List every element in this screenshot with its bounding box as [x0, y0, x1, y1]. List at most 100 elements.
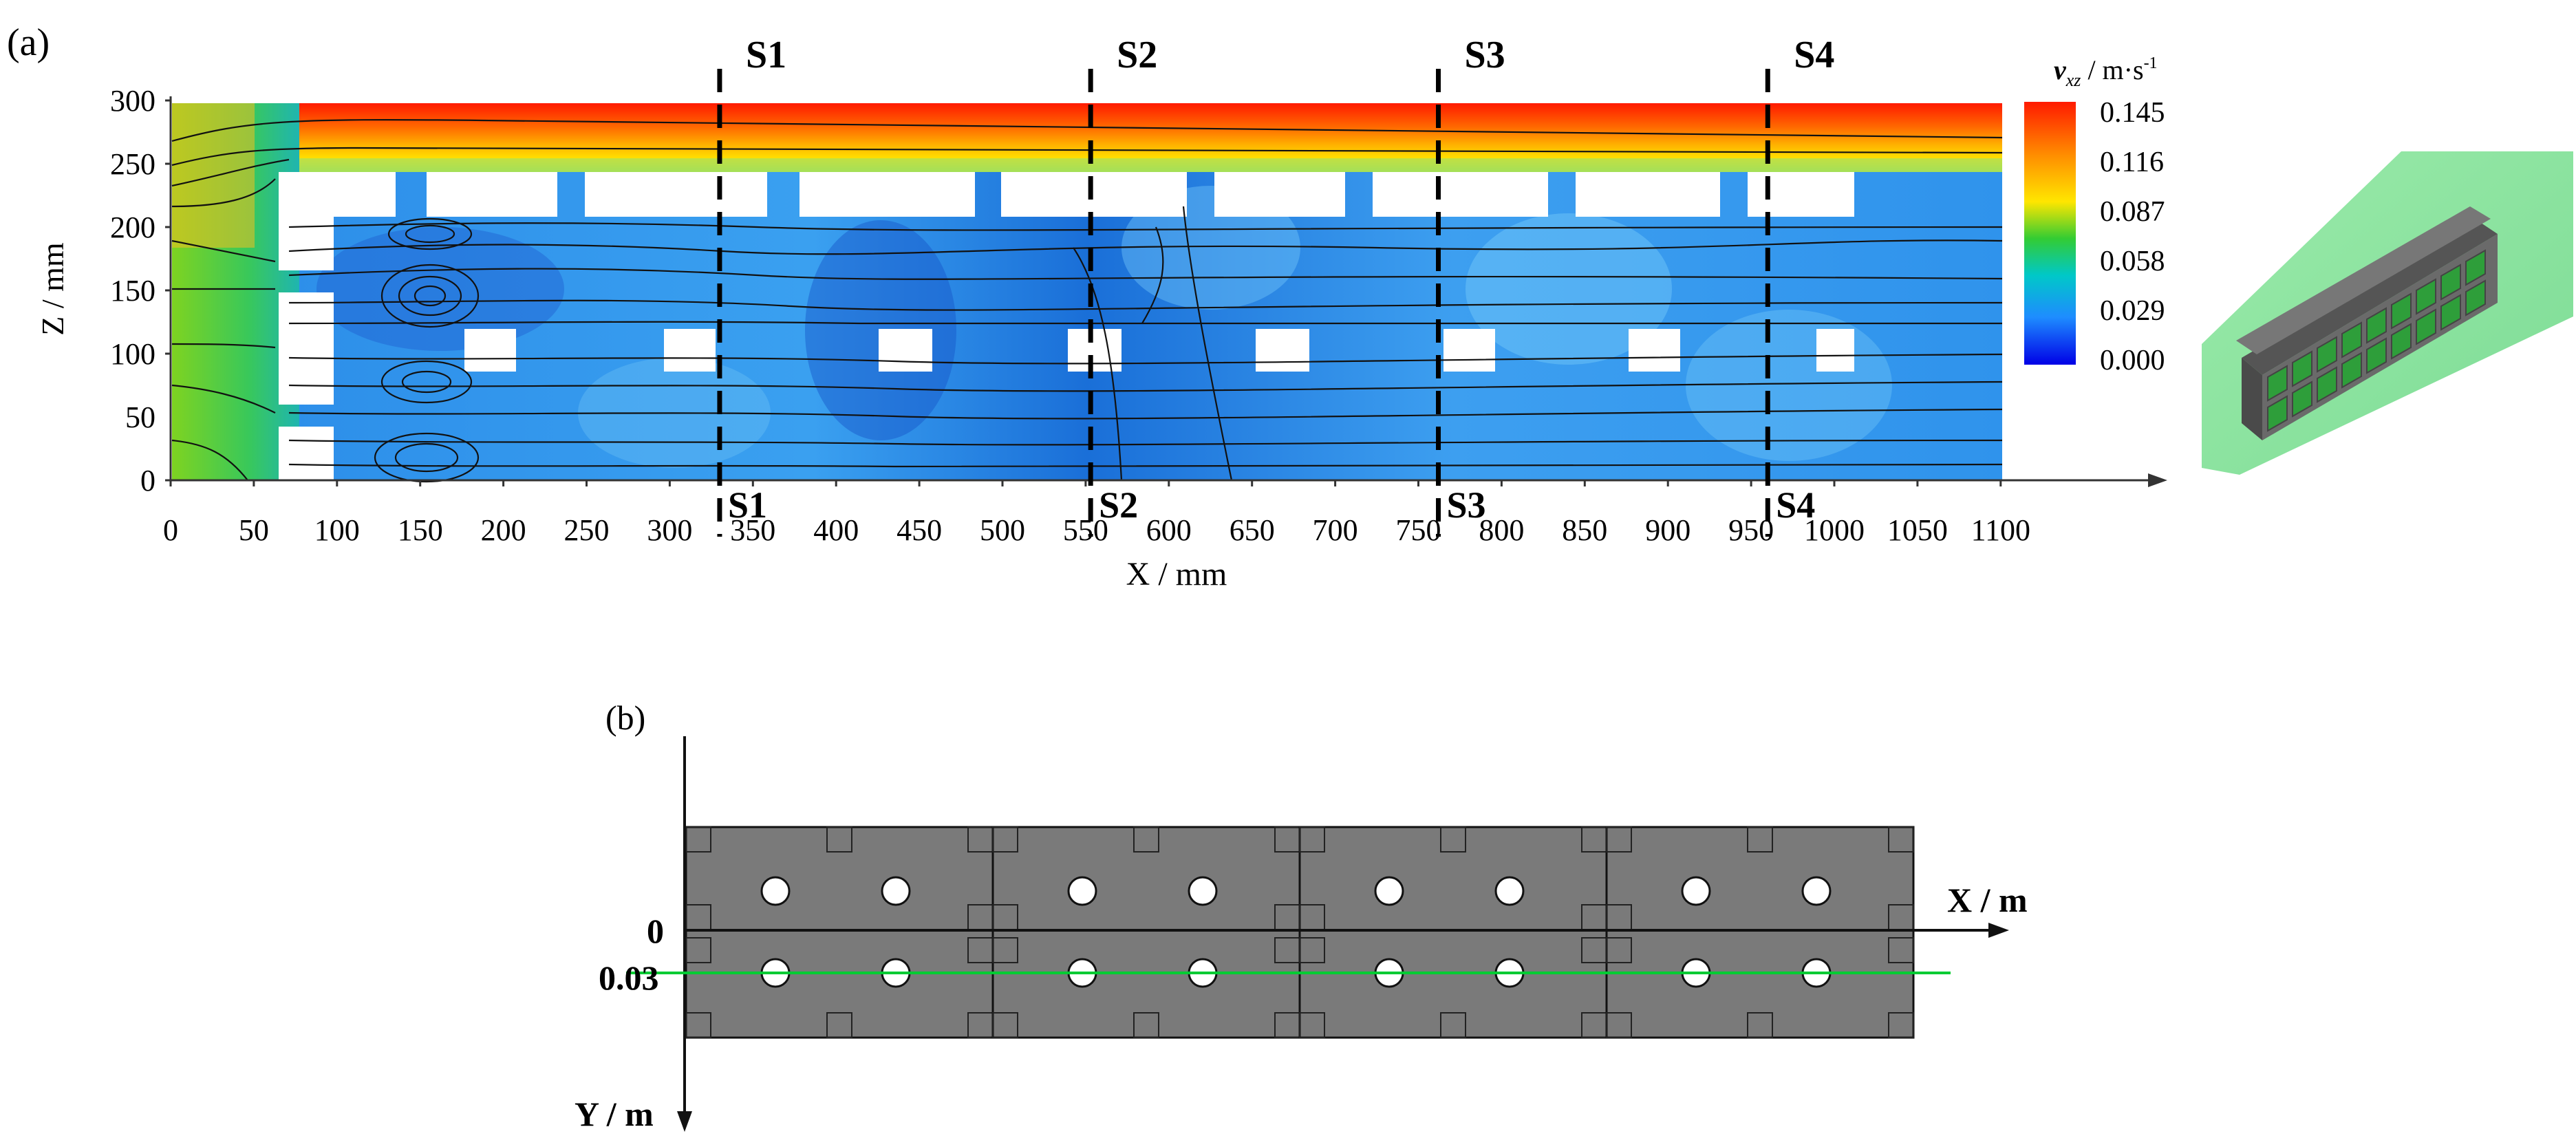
corner-square — [1888, 826, 1914, 853]
inset-cell — [2440, 264, 2461, 301]
corner-square — [1440, 826, 1466, 853]
z-tick-label: 100 — [110, 337, 155, 371]
panel-a-x-axis-title: X / mm — [1126, 556, 1227, 592]
corner-square — [1747, 1012, 1773, 1038]
module-hole — [881, 876, 911, 906]
module-3d-inset — [2202, 151, 2573, 475]
inset-cell — [2341, 352, 2362, 389]
x-tick-label: 600 — [1146, 513, 1192, 547]
module-hole — [760, 876, 791, 906]
section-label-top: S2 — [1117, 34, 1157, 76]
x-tick-label: 500 — [980, 513, 1025, 547]
streamlines — [171, 118, 2003, 483]
inset-cell — [2416, 308, 2436, 345]
corner-square — [1299, 937, 1325, 963]
inset-cell — [2317, 366, 2337, 403]
panel-b-label: (b) — [605, 698, 645, 737]
inset-cell — [2465, 279, 2486, 317]
z-tick-label: 50 — [125, 400, 155, 434]
corner-square — [1606, 826, 1632, 853]
x-tick-label: 850 — [1562, 513, 1607, 547]
panel-b: (b) X / m Y / m 0 0.03 — [575, 698, 2028, 1133]
section-label-bottom: S3 — [1447, 484, 1486, 526]
colorbar-tick-label: 0.116 — [2100, 147, 2164, 178]
inset-cell — [2366, 337, 2387, 374]
section-lines: S1 S1 S2 S2 S3 S3 S4 S4 — [717, 34, 1834, 537]
corner-square — [1606, 1012, 1632, 1038]
colorbar: vxz / m·s-1 0.145 0.116 0.087 0.058 0.029 0.0… — [2024, 54, 2165, 376]
inset-cell — [2440, 294, 2461, 331]
velocity-contour-field — [172, 103, 2002, 480]
corner-square — [1440, 1012, 1466, 1038]
panel-a-x-ticks: 0 50 100 150 200 250 300 350 400 450 500 550 600 650 7… — [163, 480, 2030, 547]
inset-cell — [2267, 365, 2288, 402]
module-cell — [991, 826, 1301, 1039]
module-body — [1298, 826, 1608, 1039]
colorbar-tick-label: 0.029 — [2100, 295, 2165, 327]
inset-cell — [2267, 395, 2288, 432]
colorbar-ticks: 0.145 0.116 0.087 0.058 0.029 0.000 — [2100, 97, 2165, 376]
panel-b-axes — [677, 736, 2009, 1132]
corner-square — [1299, 826, 1325, 853]
x-tick-label: 900 — [1645, 513, 1690, 547]
z-tick-label: 250 — [110, 147, 155, 181]
corner-square — [992, 937, 1018, 963]
inset-cells — [2267, 249, 2486, 432]
module-body — [685, 826, 994, 1039]
x-tick-label: 350 — [730, 513, 775, 547]
module-cell — [1605, 826, 1915, 1039]
corner-square — [1888, 1012, 1914, 1038]
section-label-top: S3 — [1465, 34, 1505, 76]
inset-cell — [2366, 307, 2387, 344]
corner-square — [1299, 1012, 1325, 1038]
x-tick-label: 100 — [314, 513, 360, 547]
panel-a-z-ticks: 0 50 100 150 200 250 300 — [110, 84, 155, 497]
corner-square — [1133, 826, 1159, 853]
x-tick-label: 650 — [1230, 513, 1275, 547]
z-tick-label: 300 — [110, 84, 155, 118]
inset-cell — [2391, 292, 2412, 330]
section-label-bottom: S1 — [728, 484, 767, 526]
module-cell — [685, 826, 994, 1039]
module-array-top-view — [685, 826, 1915, 1039]
panel-b-y-line-label: 0.03 — [599, 958, 659, 997]
module-hole — [1188, 876, 1218, 906]
x-tick-label: 450 — [897, 513, 942, 547]
inset-cell — [2416, 278, 2436, 315]
x-tick-label: 50 — [239, 513, 269, 547]
module-hole — [1681, 876, 1711, 906]
z-tick-label: 150 — [110, 274, 155, 308]
corner-square — [826, 1012, 852, 1038]
x-tick-label: 400 — [813, 513, 859, 547]
module-body — [1605, 826, 1915, 1039]
inset-cell — [2465, 249, 2486, 286]
colorbar-tick-label: 0.000 — [2100, 345, 2165, 376]
module-hole — [1374, 876, 1404, 906]
section-label-top: S1 — [746, 34, 786, 76]
z-tick-label: 0 — [140, 464, 155, 497]
panel-a-z-axis-title: Z / mm — [35, 242, 70, 336]
x-tick-label: 550 — [1063, 513, 1108, 547]
section-label-top: S4 — [1794, 34, 1834, 76]
x-tick-label: 0 — [163, 513, 178, 547]
inset-cell — [2292, 380, 2312, 418]
colorbar-gradient — [2024, 102, 2076, 365]
corner-square — [1888, 937, 1914, 963]
colorbar-tick-label: 0.087 — [2100, 196, 2165, 228]
x-tick-label: 800 — [1479, 513, 1524, 547]
panel-a: (a) — [7, 21, 2573, 592]
module-hole — [1067, 876, 1097, 906]
module-body — [991, 826, 1301, 1039]
panel-b-y-axis-title: Y / m — [575, 1095, 654, 1133]
inset-cell — [2391, 323, 2412, 360]
corner-square — [992, 1012, 1018, 1038]
corner-square — [1606, 937, 1632, 963]
z-tick-label: 200 — [110, 211, 155, 244]
x-tick-label: 1100 — [1971, 513, 2030, 547]
module-hole — [1494, 876, 1525, 906]
panel-b-y-zero-label: 0 — [647, 912, 664, 950]
x-tick-label: 1050 — [1887, 513, 1948, 547]
inset-cell — [2292, 350, 2312, 387]
corner-square — [1747, 826, 1773, 853]
